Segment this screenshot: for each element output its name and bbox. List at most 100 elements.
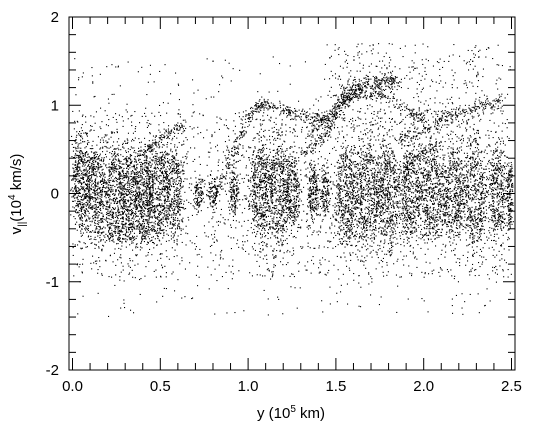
data-point xyxy=(298,204,300,206)
data-point xyxy=(274,167,276,169)
data-point xyxy=(115,165,117,167)
data-point xyxy=(93,211,95,213)
data-point xyxy=(137,215,139,217)
data-point xyxy=(281,148,283,150)
data-point xyxy=(117,215,119,217)
data-point xyxy=(117,147,119,149)
data-point xyxy=(106,202,108,204)
data-point xyxy=(265,166,267,168)
data-point xyxy=(114,207,116,209)
data-point xyxy=(81,199,83,201)
data-point xyxy=(145,170,147,172)
data-point xyxy=(77,191,79,193)
data-point xyxy=(95,173,97,175)
data-point xyxy=(175,172,177,174)
data-point xyxy=(287,163,289,165)
data-point xyxy=(113,231,115,233)
data-point xyxy=(282,155,284,157)
data-point xyxy=(113,241,115,243)
data-point xyxy=(269,176,271,178)
data-point xyxy=(273,172,275,174)
data-point xyxy=(122,216,124,218)
data-point xyxy=(289,164,291,166)
data-point xyxy=(268,206,270,208)
data-point xyxy=(121,217,123,219)
data-point xyxy=(284,181,286,183)
data-point xyxy=(279,161,281,163)
data-point xyxy=(98,168,100,170)
data-point xyxy=(135,169,137,171)
data-point xyxy=(129,213,131,215)
data-point xyxy=(84,141,86,143)
data-point xyxy=(134,200,136,202)
data-point xyxy=(276,170,278,172)
data-point xyxy=(314,180,316,182)
data-point xyxy=(317,174,319,176)
data-point xyxy=(153,242,155,244)
data-point xyxy=(172,155,174,157)
data-point xyxy=(114,202,116,204)
data-point xyxy=(182,173,184,175)
data-point xyxy=(276,198,278,200)
data-point xyxy=(122,212,124,214)
data-point xyxy=(260,188,262,190)
data-point xyxy=(264,181,266,183)
data-point xyxy=(165,201,167,203)
data-point xyxy=(272,166,274,168)
data-point xyxy=(180,162,182,164)
data-point xyxy=(312,205,314,207)
data-point xyxy=(256,221,258,223)
data-point xyxy=(255,210,257,212)
data-point xyxy=(165,182,167,184)
data-point xyxy=(133,164,135,166)
data-point xyxy=(153,175,155,177)
data-point xyxy=(234,209,236,211)
data-point xyxy=(152,170,154,172)
data-point xyxy=(124,233,126,235)
data-point xyxy=(298,191,300,193)
data-point xyxy=(229,191,231,193)
data-point xyxy=(98,214,100,216)
data-point xyxy=(77,206,79,208)
data-point xyxy=(111,229,113,231)
data-point xyxy=(159,196,161,198)
data-point xyxy=(294,184,296,186)
data-point xyxy=(122,185,124,187)
data-point xyxy=(165,185,167,187)
data-point xyxy=(276,151,278,153)
data-point xyxy=(119,200,121,202)
data-point xyxy=(109,180,111,182)
data-point xyxy=(145,220,147,222)
data-point xyxy=(269,223,271,225)
data-point xyxy=(161,210,163,212)
data-point xyxy=(261,209,263,211)
data-point xyxy=(144,206,146,208)
data-point xyxy=(112,145,114,147)
data-point xyxy=(161,156,163,158)
data-point xyxy=(259,205,261,207)
data-point xyxy=(281,171,283,173)
data-point xyxy=(84,197,86,199)
data-point xyxy=(114,201,116,203)
data-point xyxy=(126,191,128,193)
data-point xyxy=(72,179,74,181)
data-point xyxy=(290,207,292,209)
data-point xyxy=(232,211,234,213)
data-point xyxy=(316,177,318,179)
data-point xyxy=(110,136,112,138)
data-point xyxy=(111,216,113,218)
data-point xyxy=(113,252,115,254)
data-point xyxy=(168,207,170,209)
data-point xyxy=(279,162,281,164)
data-point xyxy=(166,207,168,209)
data-point xyxy=(113,164,115,166)
data-point xyxy=(155,205,157,207)
data-point xyxy=(96,189,98,191)
data-point xyxy=(105,233,107,235)
data-point xyxy=(290,186,292,188)
data-point xyxy=(118,162,120,164)
data-point xyxy=(128,191,130,193)
data-point xyxy=(277,157,279,159)
data-point xyxy=(150,204,152,206)
data-point xyxy=(315,179,317,181)
